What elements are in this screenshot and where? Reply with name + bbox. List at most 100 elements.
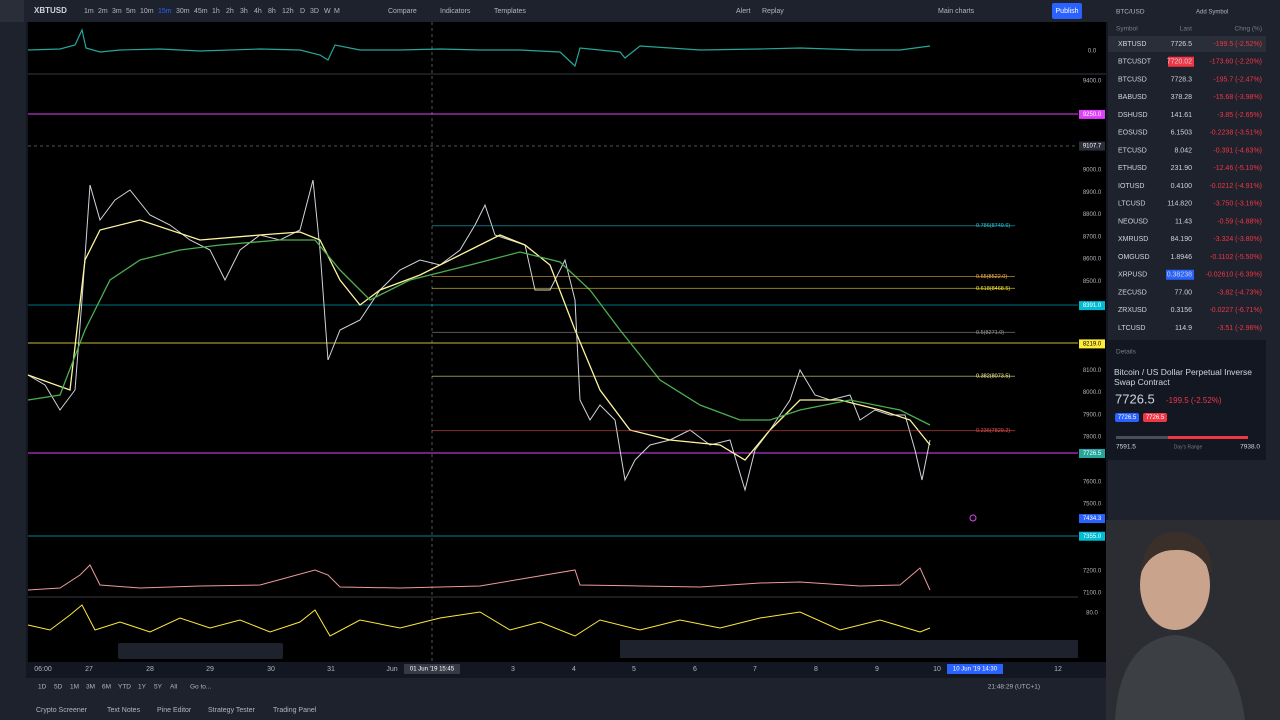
row-symbol[interactable]: OMGUSD [1118,254,1150,261]
price-tag-label: 8219.0 [1083,341,1102,347]
row-symbol[interactable]: BTCUSD [1118,76,1147,83]
row-symbol[interactable]: EOSUSD [1118,130,1148,137]
row-last: 7728.3 [1171,76,1193,83]
row-symbol[interactable]: XRPUSD [1118,272,1147,279]
replay-button[interactable]: Replay [762,8,784,15]
column-header: Chng (%) [1235,26,1262,33]
row-change: -3.82 (-4.73%) [1217,289,1262,296]
time-label: 10 Jun '19 14:30 [953,667,998,673]
row-symbol[interactable]: ZECUSD [1118,289,1147,296]
row-symbol[interactable]: IOTUSD [1118,183,1144,190]
range-button[interactable]: 1Y [138,684,147,691]
day-high: 7938.0 [1240,444,1260,451]
row-symbol[interactable]: BABUSD [1118,94,1147,101]
watchlist-title: BTC/USD [1116,9,1145,16]
range-button[interactable]: Go to... [190,684,212,691]
detail-change: -199.5 (-2.52%) [1166,396,1222,405]
row-symbol[interactable]: XMRUSD [1118,236,1148,243]
bottom-tab[interactable]: Strategy Tester [208,707,256,714]
interval-button[interactable]: 15m [158,8,172,15]
row-symbol[interactable]: XBTUSD [1118,41,1146,48]
row-symbol[interactable]: ZRXUSD [1118,307,1147,314]
interval-button[interactable]: 3h [240,8,248,15]
bottom-tab[interactable]: Trading Panel [273,707,317,714]
interval-button[interactable]: 2m [98,8,108,15]
range-button[interactable]: 5Y [154,684,163,691]
range-button[interactable]: 6M [102,684,111,691]
bottom-bar [0,678,1106,720]
row-symbol[interactable]: LTCUSD [1118,201,1145,208]
layout-button[interactable]: Main charts [938,8,975,15]
row-change: -0.59 (-4.88%) [1217,218,1262,225]
row-last: 6.1503 [1171,130,1193,137]
time-label: 7 [753,666,757,673]
range-button[interactable]: YTD [118,684,131,691]
indicators-button[interactable]: Indicators [440,8,471,15]
row-symbol[interactable]: ETCUSD [1118,147,1147,154]
bottom-tab[interactable]: Text Notes [107,707,141,714]
interval-button[interactable]: M [334,8,340,15]
price-label: 7200.0 [1083,568,1102,574]
column-header: Symbol [1116,26,1138,33]
oscillator-line [27,604,931,637]
row-last: 114.820 [1167,201,1192,208]
interval-button[interactable]: 3D [310,8,319,15]
range-button[interactable]: 3M [86,684,95,691]
drawing-toolbar [118,643,283,659]
interval-button[interactable]: 3m [112,8,122,15]
price-tag [1079,531,1105,541]
compare-button[interactable]: Compare [388,8,417,15]
templates-button[interactable]: Templates [494,8,526,15]
row-symbol[interactable]: LTCUSD [1118,325,1145,332]
column-header: Last [1180,26,1192,33]
range-bar [1116,436,1248,439]
webcam-body [1115,635,1245,720]
interval-button[interactable]: 10m [140,8,154,15]
publish-label[interactable]: Publish [1056,8,1079,15]
add-symbol[interactable]: Add Symbol [1196,10,1228,16]
ask: 7726.5 [1146,415,1165,421]
row-symbol[interactable]: NEOUSD [1118,218,1148,225]
time-label: 12 [1054,666,1062,673]
interval-button[interactable]: W [324,8,331,15]
instrument-name: Bitcoin / US Dollar Perpetual Inverse Sw… [1114,367,1252,387]
time-label: 9 [875,666,879,673]
row-last: 84.190 [1171,236,1193,243]
price-label: 80.0 [1086,611,1098,617]
range-button[interactable]: 1M [70,684,79,691]
interval-button[interactable]: 8h [268,8,276,15]
range-button[interactable]: All [170,684,178,691]
interval-button[interactable]: 45m [194,8,208,15]
range-button[interactable]: 5D [54,684,63,691]
interval-button[interactable]: 5m [126,8,136,15]
interval-button[interactable]: 12h [282,8,294,15]
row-symbol[interactable]: BTCUSDT [1118,59,1152,66]
row-change: -12.46 (-5.10%) [1213,165,1262,172]
price-label: 8100.0 [1083,368,1102,374]
publish-button[interactable] [1052,3,1082,19]
bottom-tab[interactable]: Crypto Screener [36,707,88,714]
row-change: -0.02610 (-6.39%) [1206,272,1262,279]
interval-button[interactable]: 1h [212,8,220,15]
symbol[interactable]: XBTUSD [34,6,67,15]
price-tag-label: 9250.0 [1083,112,1102,118]
bottom-tab[interactable]: Pine Editor [157,707,192,714]
logo [0,0,24,22]
alert-button[interactable]: Alert [736,8,750,15]
interval-button[interactable]: 30m [176,8,190,15]
price-label: 7600.0 [1083,479,1102,485]
time-label: 06:00 [34,666,52,673]
interval-button[interactable]: 1m [84,8,94,15]
row-symbol[interactable]: ETHUSD [1118,165,1147,172]
price-label: 8500.0 [1083,279,1102,285]
fib-label: 0.786(8749.6) [976,223,1010,229]
interval-button[interactable]: 4h [254,8,262,15]
range-button[interactable]: 1D [38,684,47,691]
price-label: 8000.0 [1083,390,1102,396]
time-label: 01 Jun '19 15:45 [410,667,455,673]
interval-button[interactable]: 2h [226,8,234,15]
row-last: 7726.5 [1171,41,1193,48]
price-tag [1079,141,1105,151]
row-symbol[interactable]: DSHUSD [1118,112,1148,119]
interval-button[interactable]: D [300,8,305,15]
